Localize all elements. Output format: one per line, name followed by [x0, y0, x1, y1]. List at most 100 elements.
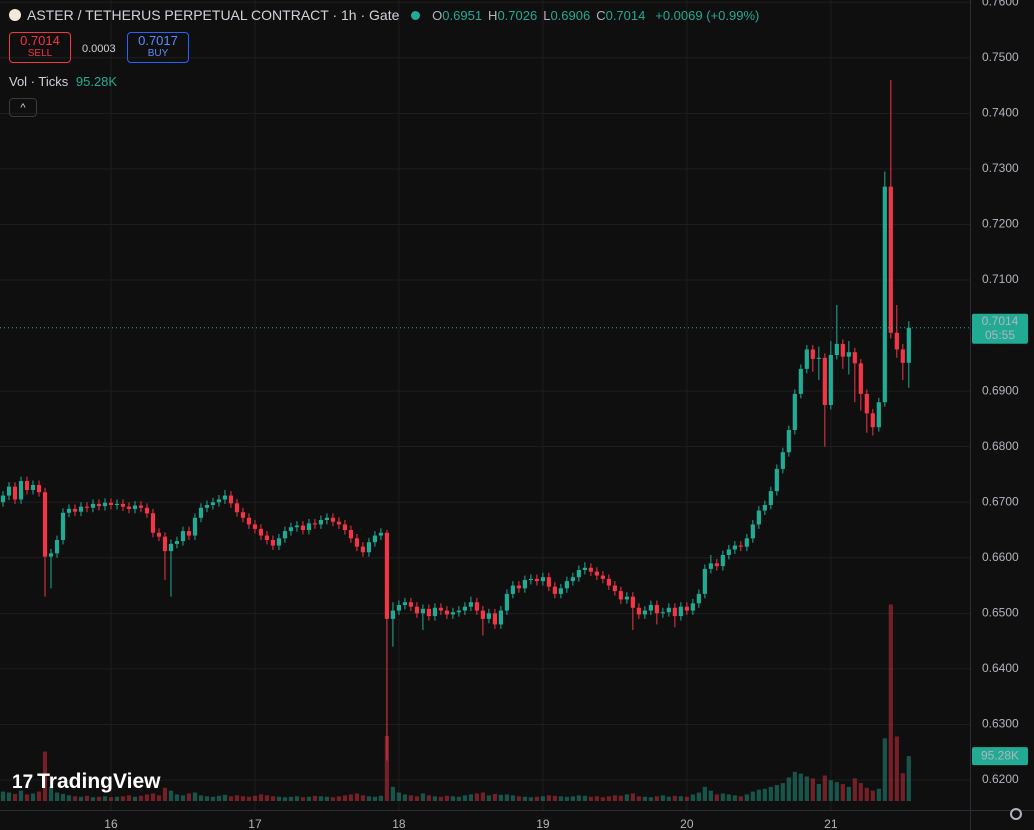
volume-bar — [648, 797, 653, 801]
volume-bar — [318, 796, 324, 801]
volume-bar — [216, 795, 222, 801]
y-tick-label: 0.6300 — [982, 717, 1019, 731]
ohlc-key: H — [488, 8, 498, 23]
candle-body — [120, 503, 126, 507]
volume-bar — [252, 795, 258, 801]
volume-bar — [294, 796, 300, 801]
candle-body — [564, 581, 569, 589]
volume-bar — [840, 784, 845, 801]
volume-bar — [750, 791, 755, 801]
volume-bar — [234, 795, 240, 801]
candle-body — [366, 542, 372, 553]
volume-bar — [576, 795, 581, 801]
candle-body — [690, 603, 695, 611]
candle-body — [300, 525, 306, 530]
watermark: 17 TradingView — [12, 770, 161, 793]
candle-body — [318, 520, 324, 525]
volume-bar — [270, 796, 276, 801]
volume-bar — [654, 796, 659, 801]
candle-body — [114, 503, 120, 505]
volume-bar — [738, 796, 743, 801]
ohlc: O0.6951 H0.7026 L0.6906 C0.7014 — [432, 8, 651, 23]
volume-bar — [708, 790, 713, 801]
volume-bar — [42, 751, 48, 801]
candle-body — [342, 524, 348, 530]
volume-bar — [276, 796, 282, 801]
candle-body — [348, 530, 354, 539]
candle-body — [906, 327, 911, 363]
volume-bar — [876, 788, 881, 801]
volume-bar — [360, 795, 366, 801]
volume-bar — [660, 795, 665, 801]
candle-body — [606, 578, 611, 586]
candle-body — [804, 349, 809, 369]
y-tick-label: 0.7500 — [982, 50, 1019, 64]
candle-body — [324, 517, 330, 520]
y-tick-label: 0.7600 — [982, 0, 1019, 8]
candle-body — [750, 524, 755, 539]
volume-bar — [186, 793, 192, 801]
y-tick-label: 0.7200 — [982, 217, 1019, 231]
candle-body — [156, 532, 162, 537]
candle-body — [630, 596, 635, 608]
volume-bar — [138, 795, 144, 801]
volume-bar — [540, 796, 545, 801]
symbol-title[interactable]: ASTER / TETHERUS PERPETUAL CONTRACT · 1h… — [27, 7, 400, 23]
volume-bar — [330, 797, 336, 801]
sell-button[interactable]: 0.7014 SELL — [9, 32, 71, 63]
volume-bar — [618, 795, 623, 801]
candle-body — [78, 506, 84, 512]
volume-bar — [864, 787, 869, 801]
candle-body — [864, 393, 869, 414]
candle-body — [618, 591, 623, 600]
candle-body — [42, 492, 48, 557]
volume-bar — [786, 777, 791, 801]
volume-bar — [624, 794, 629, 801]
candle-body — [678, 606, 683, 617]
y-tick-label: 0.6200 — [982, 772, 1019, 786]
candle-body — [306, 523, 312, 530]
volume-bar — [24, 794, 30, 801]
volume-bar — [402, 794, 408, 801]
candle-body — [828, 355, 833, 405]
volume-bar — [390, 786, 396, 801]
candle-body — [636, 607, 641, 615]
settings-button[interactable] — [1010, 808, 1022, 820]
volume-bar — [426, 795, 432, 801]
volume-bar — [498, 794, 503, 801]
volume-bar — [894, 736, 899, 801]
candle-body — [588, 567, 593, 572]
candle-body — [378, 532, 384, 536]
volume-bar — [558, 796, 563, 801]
candle-body — [654, 605, 659, 614]
volume-bar — [762, 788, 767, 801]
x-tick-label: 16 — [104, 817, 118, 830]
volume-bar — [552, 795, 557, 801]
volume-bar — [354, 793, 360, 801]
candle-body — [528, 578, 533, 580]
volume-bar — [690, 794, 695, 801]
candle-body — [294, 525, 300, 528]
volume-bar — [516, 796, 521, 801]
buy-price: 0.7017 — [138, 33, 178, 48]
sell-price: 0.7014 — [20, 33, 60, 48]
buy-button[interactable]: 0.7017 BUY — [127, 32, 189, 63]
candle-body — [582, 567, 587, 570]
volume-bar — [474, 793, 480, 801]
header: ASTER / TETHERUS PERPETUAL CONTRACT · 1h… — [9, 7, 759, 23]
volume-bar — [444, 795, 450, 801]
candle-body — [354, 538, 360, 547]
volume-bar — [258, 794, 264, 801]
collapse-button[interactable]: ^ — [9, 98, 37, 117]
volume-bar — [198, 795, 204, 801]
volume-indicator[interactable]: Vol · Ticks — [9, 74, 69, 89]
candle-body — [360, 546, 366, 553]
volume-bar — [696, 792, 701, 801]
candle-body — [6, 486, 12, 496]
candle-body — [264, 535, 270, 540]
candle-body — [600, 575, 605, 579]
ohlc-key: C — [596, 8, 606, 23]
candle-body — [192, 517, 198, 536]
candle-body — [792, 393, 797, 430]
candle-body — [876, 402, 881, 428]
